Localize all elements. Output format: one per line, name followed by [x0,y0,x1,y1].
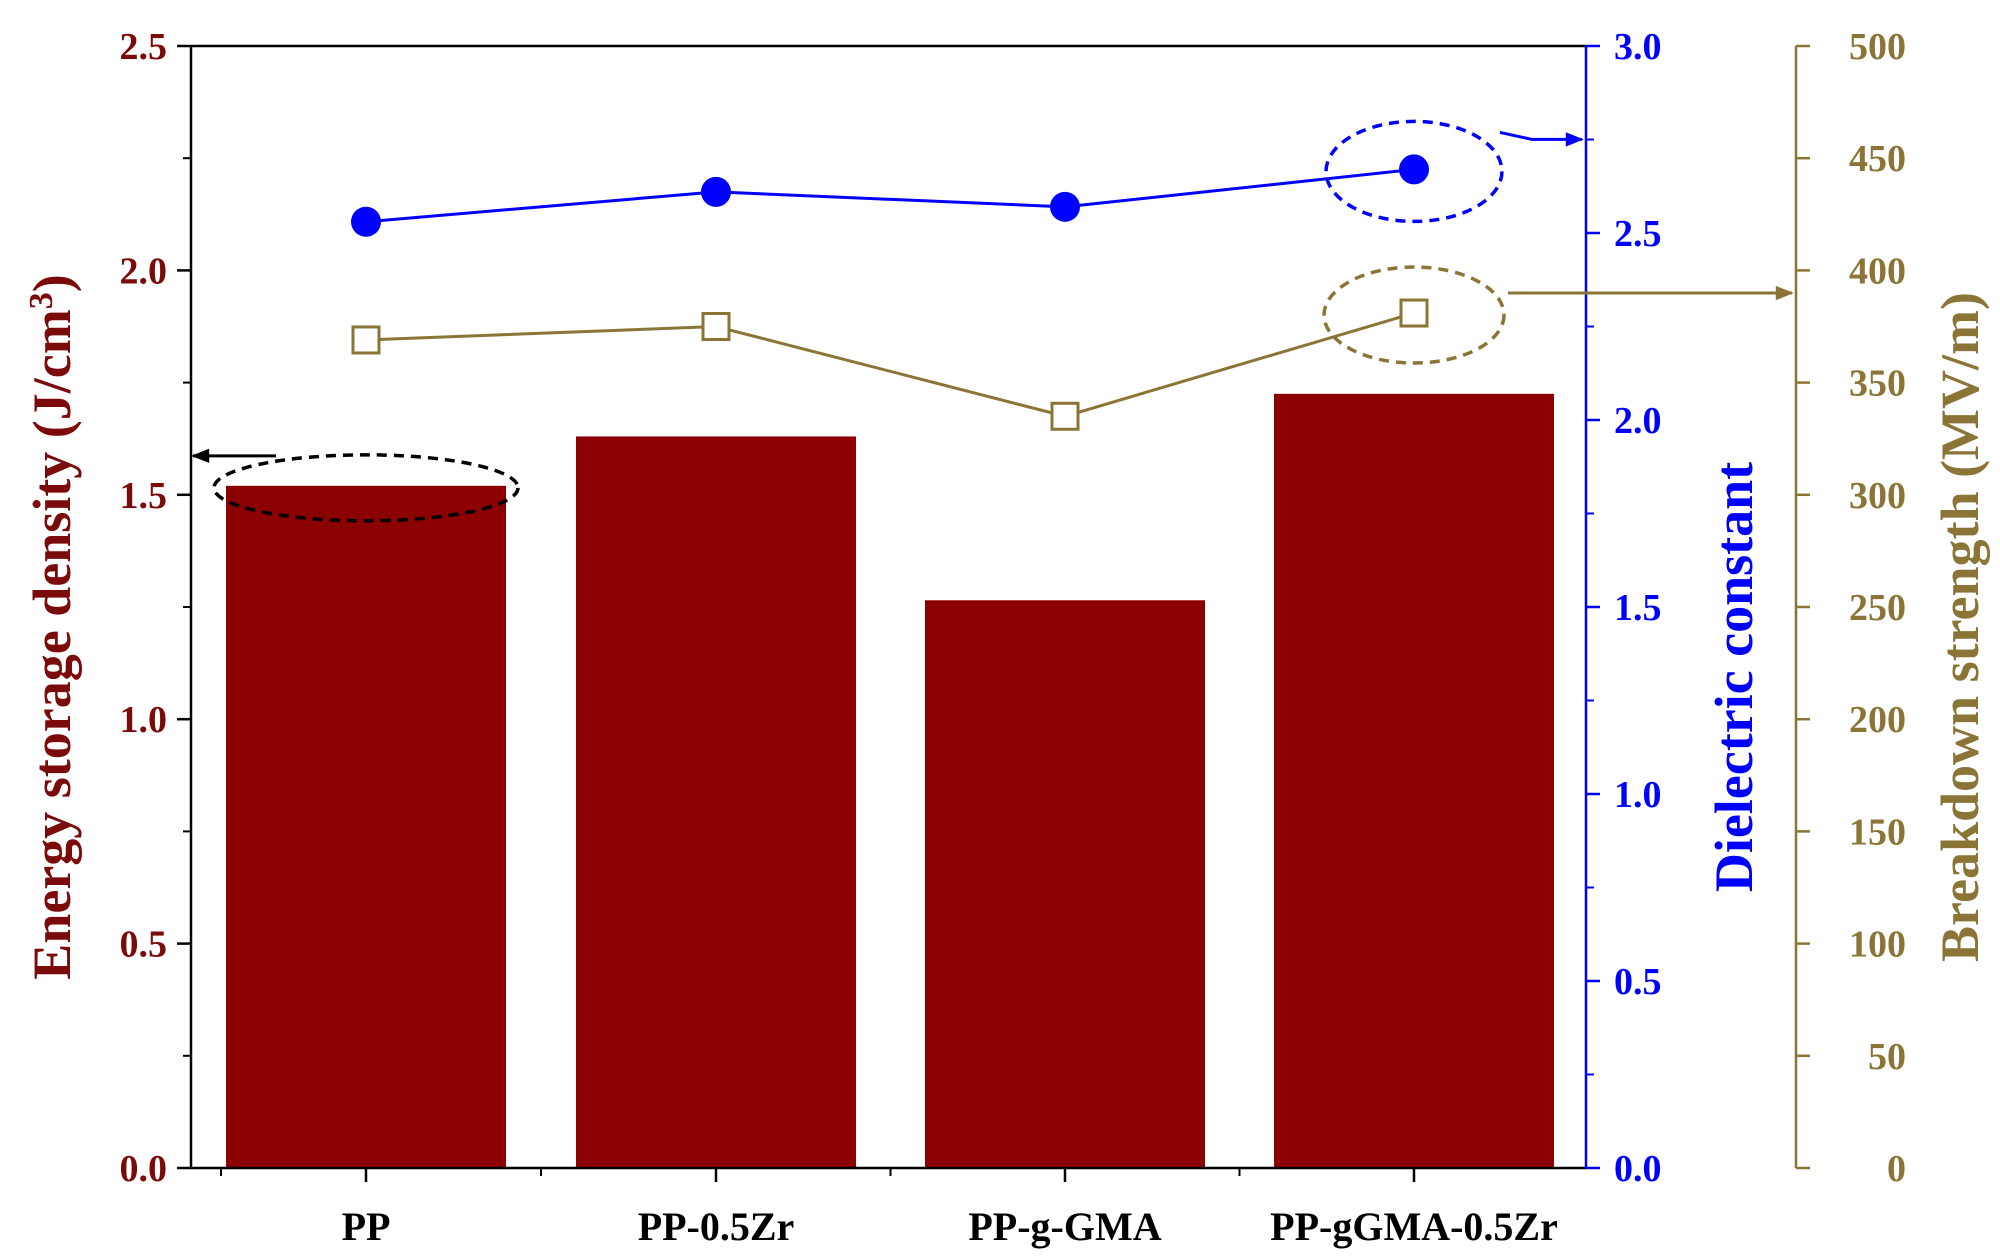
line-series [351,154,1429,431]
right2-tick-label: 0 [1887,1148,1906,1190]
axis-titles: Energy storage density (J/cm3) Dielectric… [22,274,1990,979]
annotation-arrow-1 [1499,130,1584,147]
left-axis-title: Energy storage density (J/cm3) [22,274,82,979]
right1-tick-label: 1.0 [1614,774,1662,816]
dielectric-point-2 [1050,191,1080,222]
right1-tick-label: 2.5 [1614,213,1662,255]
breakdown-point-0 [351,325,381,355]
right1-tick-label: 0.0 [1614,1148,1662,1190]
right1-tick-label: 0.5 [1614,961,1662,1003]
right2-tick-label: 300 [1849,475,1906,517]
left-tick-label: 1.0 [120,699,168,741]
dielectric-point-3 [1399,154,1429,185]
bar-series [226,393,1554,1169]
right2-tick-label: 150 [1849,811,1906,853]
dielectric-point-0 [351,206,381,237]
tick-labels: 0.0 0.5 1.0 1.5 2.0 2.5 0.0 0.5 1.0 1.5 2.0 2.5 3.0 0… [120,26,1907,1249]
dielectric-point-1 [701,176,731,207]
right2-tick-label: 200 [1849,699,1906,741]
annotation-ellipse-0 [212,453,520,523]
left-tick-label: 2.0 [120,250,168,292]
bar-2 [925,600,1205,1168]
right2-tick-label: 100 [1849,924,1906,966]
bar-3 [1274,393,1554,1168]
x-tick-label: PP-0.5Zr [638,1204,795,1249]
right2-axis-title: Breakdown strength (MV/m) [1930,292,1990,962]
right1-axis-title: Dielectric constant [1704,462,1764,892]
bar-0 [226,485,506,1169]
x-tick-label: PP-g-GMA [968,1204,1161,1249]
right2-tick-label: 400 [1849,250,1906,292]
x-tick-label: PP [342,1204,391,1249]
bar-1 [576,436,856,1168]
breakdown-point-3 [1399,298,1429,328]
annotations [191,119,1794,523]
x-tick-label: PP-gGMA-0.5Zr [1270,1204,1558,1249]
right2-tick-label: 450 [1849,138,1906,180]
left-tick-label: 0.5 [120,924,168,966]
right1-tick-label: 2.0 [1614,400,1662,442]
breakdown-point-2 [1050,401,1080,431]
right2-tick-label: 500 [1849,26,1906,68]
left-tick-label: 1.5 [120,475,168,517]
right2-tick-label: 350 [1849,363,1906,405]
annotation-ellipse-1 [1324,119,1504,224]
left-tick-label: 2.5 [120,26,168,68]
right1-tick-label: 1.5 [1614,587,1662,629]
right2-tick-label: 250 [1849,587,1906,629]
annotation-ellipse-2 [1322,265,1506,365]
axes [177,44,1810,1182]
breakdown-line [365,311,1415,418]
left-tick-label: 0.0 [120,1148,168,1190]
dielectric-line [365,167,1415,224]
right2-tick-label: 50 [1868,1036,1906,1078]
breakdown-point-1 [701,312,731,341]
right1-tick-label: 3.0 [1614,26,1662,68]
